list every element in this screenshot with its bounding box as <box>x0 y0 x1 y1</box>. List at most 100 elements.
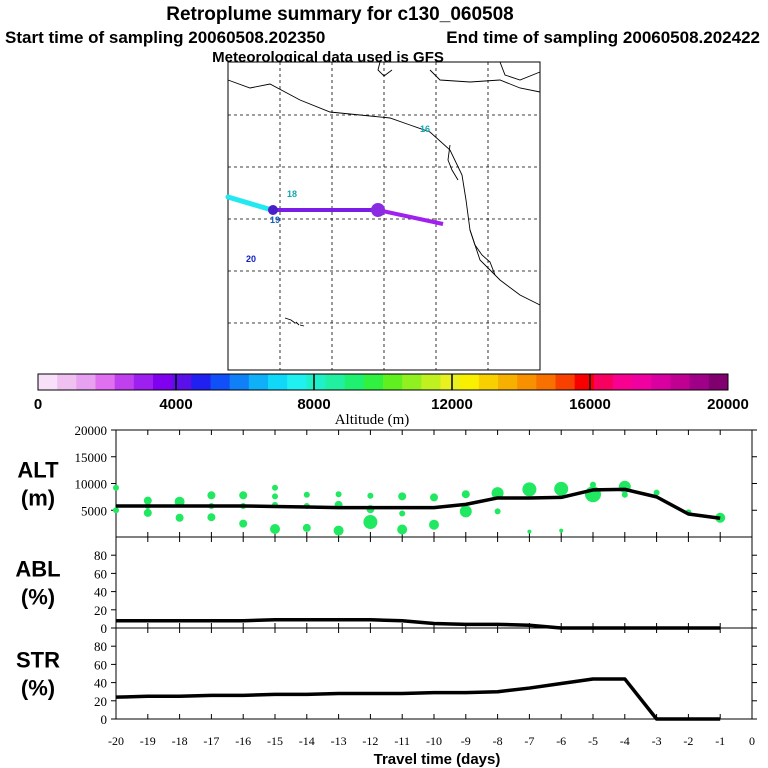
altitude-colorbar: 0 4000 8000 12000 16000 20000 <box>34 373 749 413</box>
x-tick-label: -19 <box>140 734 156 748</box>
scatter-point <box>272 484 278 491</box>
y-tick-label: 60 <box>94 566 107 581</box>
scatter-point <box>491 487 504 500</box>
scatter-point <box>494 508 501 515</box>
y-tick-label: 40 <box>94 676 107 691</box>
colorbar-tick-label: 8000 <box>297 396 330 413</box>
colorbar-swatch <box>248 374 269 390</box>
colorbar-tick-label: 20000 <box>707 396 749 413</box>
scatter-point <box>207 513 216 522</box>
x-tick-label: -18 <box>172 734 188 748</box>
scatter-point <box>429 519 439 530</box>
y-axis-label: (%) <box>21 585 55 610</box>
x-tick-label: -3 <box>652 734 662 748</box>
x-tick-label: -8 <box>493 734 503 748</box>
y-axis-label: ABL <box>15 557 60 582</box>
scatter-point <box>398 492 407 501</box>
scatter-point <box>367 492 374 499</box>
map-frame <box>227 61 541 371</box>
scatter-point <box>113 484 119 491</box>
colorbar-swatch <box>325 374 346 390</box>
y-axis-label: ALT <box>17 458 59 483</box>
colorbar-frame <box>37 373 729 391</box>
colorbar-swatch <box>306 374 326 390</box>
x-tick-label: -14 <box>299 734 315 748</box>
x-tick-label: -12 <box>362 734 378 748</box>
y-axis-label: (%) <box>21 676 55 701</box>
y-axis-label: (m) <box>21 486 55 511</box>
colorbar-swatch <box>114 374 135 390</box>
trajectory-node-release <box>371 203 385 217</box>
colorbar-swatch <box>478 374 499 390</box>
colorbar-swatch <box>133 374 154 390</box>
colorbar-swatch <box>555 374 576 390</box>
y-tick-label: 20 <box>94 694 107 709</box>
y-axis-label: STR <box>16 648 60 673</box>
colorbar-swatch <box>287 374 307 390</box>
colorbar-swatch <box>38 374 58 390</box>
scatter-point <box>527 529 532 534</box>
colorbar-tick-label: 0 <box>34 396 42 413</box>
panel-frame <box>115 536 753 629</box>
x-tick-label: -13 <box>331 734 347 748</box>
scatter-point <box>459 505 472 518</box>
x-axis-title: Travel time (days) <box>374 751 501 768</box>
scatter-point <box>461 490 470 499</box>
x-tick-label: -10 <box>426 734 442 748</box>
colorbar-swatch <box>210 374 231 390</box>
series-line <box>116 618 721 630</box>
colorbar-swatch <box>670 374 691 390</box>
scatter-point <box>522 482 537 497</box>
x-tick-label: -15 <box>267 734 283 748</box>
scatter-point <box>270 523 280 534</box>
panel-alt: 5000 10000 15000 20000 ALT (m) <box>17 423 757 538</box>
y-tick-label: 80 <box>94 548 107 563</box>
scatter-point <box>303 491 310 498</box>
start-time-label: Start time of sampling 20060508.202350 <box>5 28 325 47</box>
colorbar-swatch <box>574 374 595 390</box>
end-time-label: End time of sampling 20060508.202422 <box>446 28 760 47</box>
colorbar-swatch <box>459 374 480 390</box>
colorbar-swatch <box>172 374 192 390</box>
y-tick-label: 40 <box>94 585 107 600</box>
trajectory-segment-east <box>377 208 444 226</box>
colorbar-label: Altitude (m) <box>335 412 410 428</box>
scatter-point <box>559 528 564 533</box>
x-tick-label: -16 <box>235 734 251 748</box>
y-tick-label: 60 <box>94 657 107 672</box>
series-line <box>116 487 721 521</box>
x-tick-label: -9 <box>461 734 471 748</box>
scatter-point <box>272 493 278 500</box>
colorbar-swatch <box>651 374 671 390</box>
colorbar-swatch <box>632 374 652 390</box>
time-series-panels: 5000 10000 15000 20000 ALT (m) 0 20 40 60 80 ABL (%)… <box>15 423 757 748</box>
colorbar-swatch <box>191 374 211 390</box>
trajectory-map: 16 18 19 20 <box>225 61 541 371</box>
scatter-point <box>399 510 406 517</box>
scatter-point <box>590 481 596 488</box>
x-tick-label: 0 <box>749 734 755 748</box>
x-tick-label: -6 <box>556 734 566 748</box>
y-tick-label: 15000 <box>75 450 108 465</box>
colorbar-swatch <box>689 374 710 390</box>
trajectory-segment-cyan <box>225 194 275 213</box>
scatter-point <box>430 493 438 502</box>
y-tick-label: 20000 <box>75 423 108 438</box>
series-line <box>115 677 721 721</box>
colorbar-swatch <box>421 374 441 390</box>
colorbar-swatch <box>613 374 633 390</box>
colorbar-swatch <box>363 374 384 390</box>
colorbar-swatch <box>498 374 518 390</box>
y-tick-label: 0 <box>101 621 108 636</box>
colorbar-swatch <box>708 374 729 390</box>
colorbar-swatch <box>344 374 365 390</box>
scatter-point <box>554 481 569 496</box>
colorbar-tick-label: 12000 <box>431 396 473 413</box>
scatter-point <box>143 508 152 517</box>
colorbar-swatch <box>95 374 116 390</box>
figure-title: Retroplume summary for c130_060508 <box>166 4 513 25</box>
scatter-point <box>363 515 378 530</box>
colorbar-swatch <box>153 374 173 390</box>
